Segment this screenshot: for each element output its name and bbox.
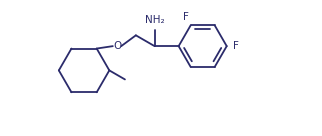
Text: NH₂: NH₂ — [145, 15, 165, 24]
Text: F: F — [183, 12, 189, 22]
Text: F: F — [233, 41, 239, 51]
Text: O: O — [113, 41, 121, 51]
